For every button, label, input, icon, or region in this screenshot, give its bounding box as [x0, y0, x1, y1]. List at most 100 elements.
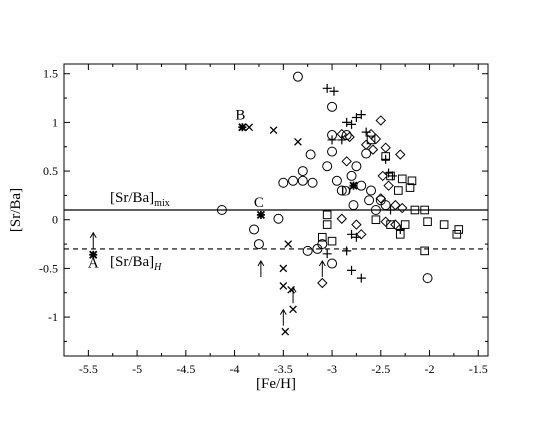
y-tick-label: 0: [52, 213, 58, 227]
arrow-head: [279, 308, 287, 315]
arrow-head: [257, 260, 265, 267]
circle-point: [356, 180, 367, 191]
asterisk-point: [256, 210, 266, 220]
circle-point: [370, 205, 381, 215]
circle-point: [364, 195, 375, 206]
plus-point: [342, 246, 352, 256]
plus-point: [347, 119, 357, 129]
x-point: [289, 305, 297, 314]
point-label: A: [88, 255, 99, 271]
x-tick-label: -4: [230, 362, 240, 376]
x-tick-label: -4.5: [176, 362, 195, 376]
diamond-point: [397, 202, 408, 214]
circle-point: [307, 177, 318, 188]
asterisk-point: [238, 123, 247, 132]
circle-point: [278, 177, 289, 188]
plus-point: [347, 229, 357, 239]
square-point: [386, 171, 395, 181]
y-tick-label: 1.5: [43, 67, 58, 81]
x-point: [269, 126, 278, 135]
x-tick-label: -5: [132, 362, 142, 376]
circle-point: [366, 185, 377, 196]
y-tick-label: 0.5: [43, 164, 58, 178]
plus-point: [395, 224, 405, 234]
x-point: [284, 240, 293, 248]
plus-point: [322, 249, 332, 259]
x-tick-label: -1.5: [469, 362, 488, 376]
diamond-point: [367, 144, 379, 155]
upper-limit-arrows: [89, 231, 326, 326]
point-label: C: [254, 195, 264, 211]
plus-point: [356, 273, 366, 283]
x-tick-label: -2: [425, 362, 435, 376]
circle-point: [297, 166, 308, 177]
reference-line-label: [Sr/Ba]H: [110, 254, 162, 273]
diamond-point: [360, 139, 372, 150]
circle-point: [292, 71, 303, 82]
square-point: [420, 205, 429, 215]
x-tick-label: -3.5: [274, 362, 293, 376]
axis-ticks: -5.5 -5 -4.5 -4 -3.5 -3 -2.5 -2 -1.5 -1 -0.5 0 0.5 1 1…: [39, 64, 488, 376]
plus-point: [342, 117, 352, 127]
x-point: [294, 138, 302, 146]
asterisk-point: [89, 250, 98, 259]
square-point: [327, 236, 337, 246]
square-point: [322, 210, 332, 220]
circle-point: [302, 245, 313, 256]
diamond-point: [377, 170, 388, 182]
plus-point: [329, 86, 339, 96]
square-point: [322, 220, 332, 229]
circle-point: [351, 161, 362, 172]
circle-point: [327, 101, 338, 112]
diamond-point: [395, 149, 406, 160]
diamond-point: [375, 115, 386, 126]
square-point: [394, 186, 403, 195]
circle-point: [312, 243, 323, 254]
x-point: [281, 327, 290, 336]
diamond-point: [383, 180, 394, 191]
circle-point: [422, 273, 433, 284]
point-labels: A B C D: [88, 107, 351, 271]
plus-point: [322, 83, 332, 93]
circle-point: [305, 149, 316, 160]
circle-point: [327, 146, 338, 157]
square-point: [371, 215, 381, 225]
square-point: [454, 225, 464, 234]
square-point: [400, 220, 410, 229]
circle-point: [331, 175, 342, 186]
point-label: D: [340, 183, 351, 199]
square-point: [395, 230, 405, 239]
square-point: [366, 135, 376, 145]
circle-point: [348, 200, 359, 211]
asterisk-point: [349, 181, 358, 190]
diamond-point: [380, 142, 391, 153]
point-label: B: [235, 107, 245, 123]
arrow-head: [89, 231, 97, 239]
square-point: [317, 232, 327, 242]
circle-point: [380, 200, 391, 211]
plus-point: [337, 135, 347, 145]
diamond-point: [375, 193, 386, 204]
square-point: [381, 152, 390, 161]
diamond-point: [344, 131, 355, 143]
x-tick-label: -2.5: [371, 362, 390, 376]
x-tick-label: -3: [327, 362, 337, 376]
reference-lines: [Sr/Ba]mix [Sr/Ba]H: [64, 190, 488, 273]
x-point: [279, 282, 288, 290]
x-point: [279, 264, 288, 273]
circle-point: [288, 175, 299, 186]
circle-point: [327, 258, 338, 269]
reference-line-label: [Sr/Ba]mix: [110, 190, 170, 209]
diamond-point: [380, 216, 391, 227]
plus-point: [327, 135, 337, 145]
x-axis-title: [Fe/H]: [256, 376, 296, 392]
square-point: [452, 230, 462, 239]
y-tick-label: 1: [52, 115, 58, 129]
plus-point: [386, 205, 396, 215]
diamond-point: [351, 219, 362, 230]
y-tick-label: -0.5: [39, 261, 58, 275]
diamond-point: [370, 133, 382, 145]
circle-point: [341, 130, 352, 141]
plus-point: [361, 127, 371, 137]
